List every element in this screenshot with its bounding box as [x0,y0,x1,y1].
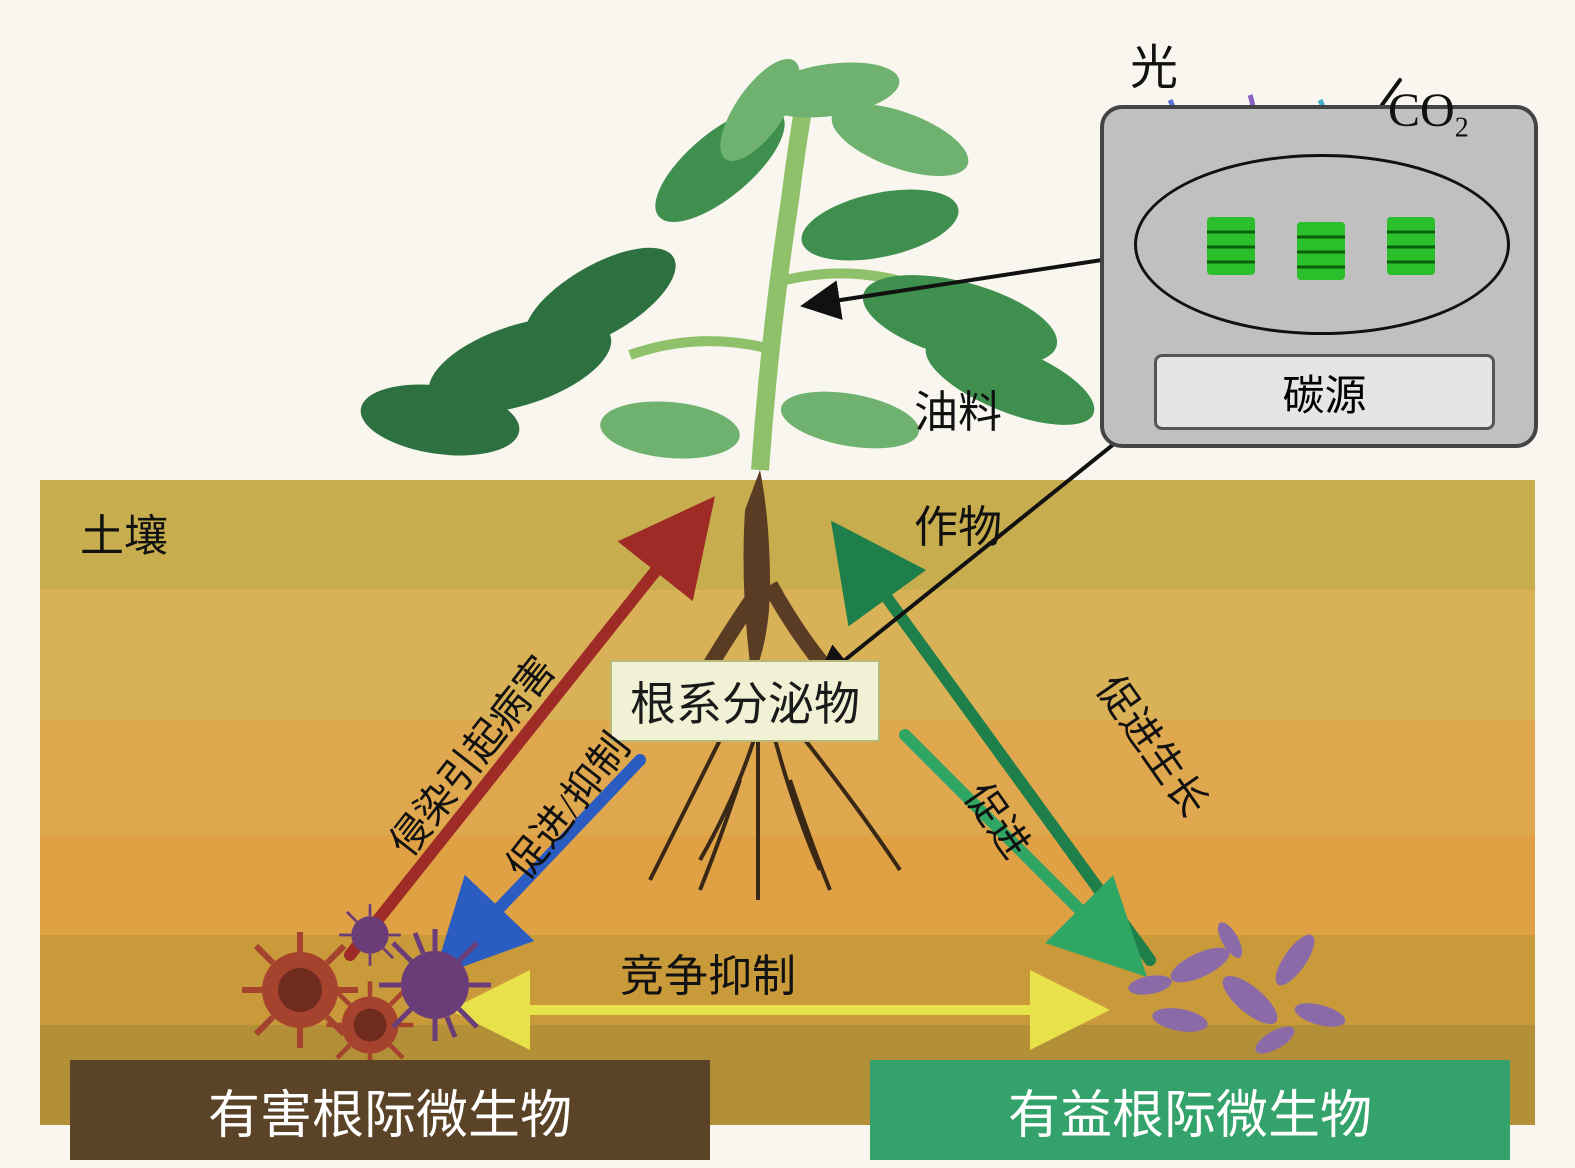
carbon-source-box: 碳源 [1154,354,1495,430]
soil-band [40,480,1535,590]
light-label: 光 [1130,28,1178,98]
root-exudate-label: 根系分泌物 [630,679,860,730]
co2-text: CO [1388,84,1455,137]
oil-crop-line2: 作物 [914,503,1002,552]
beneficial-microbe-label: 有益根际微生物 [1008,1073,1372,1148]
carbon-source-label: 碳源 [1282,362,1366,423]
beneficial-microbe-box: 有益根际微生物 [870,1060,1510,1160]
co2-label: CO2 [1340,28,1469,200]
photosynthesis-callout: 碳源 [1100,105,1538,448]
co2-subscript: 2 [1455,113,1469,144]
oil-crop-line1: 油料 [914,388,1002,437]
harmful-microbe-box: 有害根际微生物 [70,1060,710,1160]
harmful-microbe-label: 有害根际微生物 [208,1073,572,1148]
root-exudate-box: 根系分泌物 [610,660,880,742]
soil-band [40,835,1535,935]
soil-label: 土壤 [80,500,168,564]
oil-crop-label: 油料 作物 [870,325,1002,606]
competition-label: 竞争抑制 [620,940,796,1004]
diagram-stage: 碳源 光 CO2 油料 作物 土壤 根系分泌物 竞争抑制 侵染引起病害 促进/抑… [0,0,1575,1168]
